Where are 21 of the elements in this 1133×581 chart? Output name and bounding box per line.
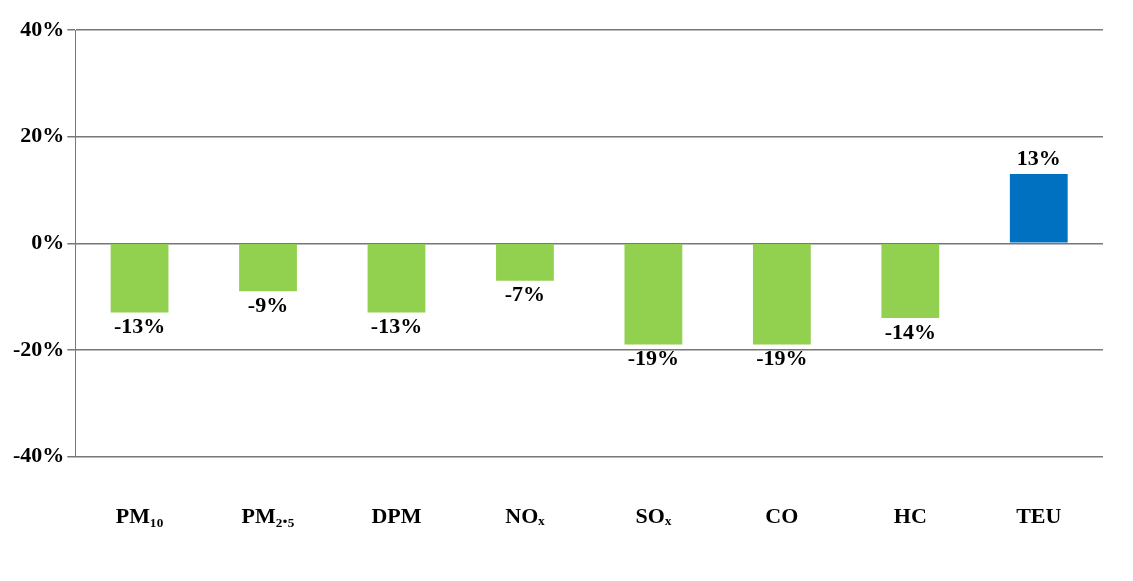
x-tick-label: TEU [1016, 503, 1062, 529]
y-tick-label: 40% [20, 15, 65, 41]
data-label: -19% [627, 345, 680, 371]
data-label: -13% [370, 313, 423, 339]
x-tick-label: HC [893, 503, 927, 529]
y-tick-label: 0% [31, 228, 65, 254]
data-label: -13% [113, 313, 166, 339]
data-label: 13% [1016, 144, 1061, 170]
x-tick-label: DPM [371, 503, 422, 529]
data-label: -19% [756, 345, 808, 371]
y-tick-label: 20% [20, 122, 65, 148]
x-tick-label: SOₓ [635, 503, 672, 529]
data-label: -14% [884, 318, 936, 344]
x-tick-label: PM₂.₅ [241, 503, 295, 529]
y-tick-label: -20% [13, 335, 65, 361]
x-tick-label: NOₓ [505, 503, 546, 529]
x-tick-label: CO [765, 503, 799, 529]
data-label: -9% [247, 291, 289, 317]
data-label: -7% [504, 281, 546, 307]
y-tick-label: -40% [13, 442, 65, 468]
x-tick-label: PM₁₀ [115, 503, 164, 529]
